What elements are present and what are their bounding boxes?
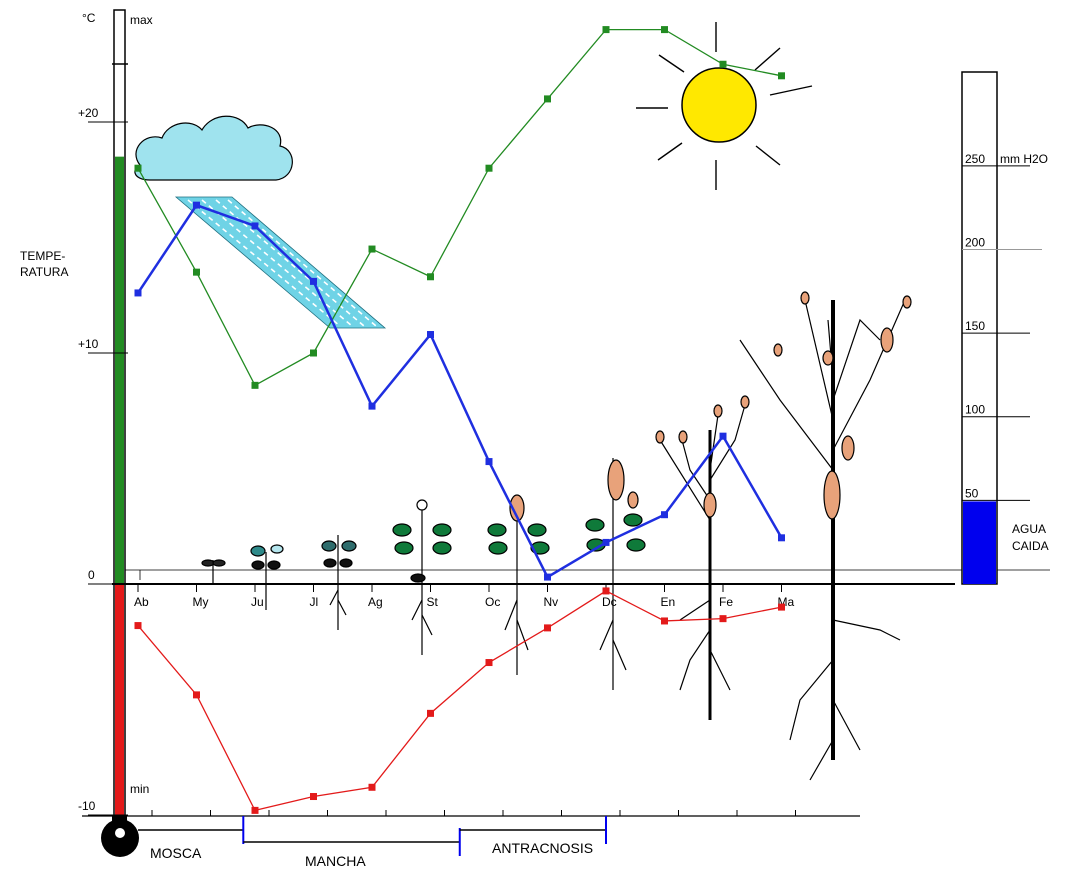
data-point <box>544 95 551 103</box>
x-tick-label-dc: Dc <box>602 595 617 609</box>
rain-icon <box>174 196 387 329</box>
plant-october-icon <box>487 494 550 675</box>
data-point <box>661 617 668 625</box>
rain-gauge: 250 mm H2O 200 150 100 50 AGUA CAIDA <box>961 71 1049 585</box>
x-tick-label-ju: Ju <box>251 595 264 609</box>
data-point <box>719 60 727 68</box>
x-tick-label-jl: Jl <box>310 595 319 609</box>
rain-unit-label: mm H2O <box>1000 152 1048 166</box>
data-point <box>427 709 434 717</box>
plant-illustrations <box>201 291 912 781</box>
data-point <box>368 402 376 410</box>
data-point <box>544 573 551 581</box>
plant-may-icon <box>201 559 226 584</box>
data-point <box>778 603 785 611</box>
data-point <box>310 349 317 357</box>
x-tick-label-ab: Ab <box>134 595 149 609</box>
data-point <box>719 615 727 623</box>
data-point <box>134 289 142 297</box>
data-point <box>485 458 493 466</box>
thermometer-fill-red <box>115 585 124 819</box>
plant-august-icon <box>392 499 452 655</box>
data-point <box>310 793 317 801</box>
data-point <box>310 277 317 285</box>
thermometer <box>101 9 139 857</box>
x-tick-label-fe: Fe <box>719 595 733 609</box>
data-point <box>251 222 259 230</box>
series-line-1 <box>136 203 783 579</box>
series-line-0 <box>137 28 782 387</box>
data-point <box>485 164 493 172</box>
rain-tick-label: 150 <box>965 319 985 333</box>
series-line-2 <box>137 590 782 812</box>
data-point <box>661 26 668 34</box>
rain-caption: AGUA CAIDA <box>1012 522 1049 553</box>
x-tick-label-my: My <box>193 595 209 609</box>
data-point <box>193 691 200 699</box>
x-tick-label-oc: Oc <box>485 595 500 609</box>
cloud-icon <box>134 115 293 181</box>
max-label: max <box>130 13 153 27</box>
data-point <box>602 587 610 595</box>
data-point <box>778 72 785 80</box>
y-tick-label: +20 <box>78 106 99 120</box>
y-tick-label: -10 <box>78 799 96 813</box>
data-point <box>368 783 376 791</box>
data-point <box>368 245 376 253</box>
rain-tick-label: 50 <box>965 486 979 500</box>
rain-ticks: 250 mm H2O 200 150 100 50 <box>962 152 1048 501</box>
rain-tick-label: 250 <box>965 152 985 166</box>
rain-gauge-tube <box>961 71 998 585</box>
data-point <box>485 659 493 667</box>
data-point <box>602 26 610 34</box>
plant-november-icon <box>585 458 646 690</box>
data-point <box>661 511 668 519</box>
rain-tick-label: 200 <box>965 235 985 249</box>
plant-december-icon <box>655 395 750 720</box>
thermometer-fill-green <box>115 156 124 584</box>
phase-label: MANCHA <box>305 853 366 869</box>
data-point <box>544 624 551 632</box>
disease-phases: MOSCA MANCHA ANTRACNOSIS <box>138 816 607 869</box>
y-axis-label: TEMPE-RATURA <box>20 249 68 279</box>
rain-fill <box>963 501 996 584</box>
phase-label: ANTRACNOSIS <box>492 840 593 856</box>
plant-june-icon <box>250 544 284 610</box>
data-point <box>193 201 200 209</box>
x-tick-label-en: En <box>661 595 676 609</box>
y-ticks: +20 +10 0 -10 <box>78 106 128 816</box>
data-point <box>602 538 610 546</box>
y-tick-label: 0 <box>88 568 95 582</box>
data-point <box>778 534 785 542</box>
x-tick-label-ag: Ag <box>368 595 383 609</box>
x-tick-label-nv: Nv <box>544 595 559 609</box>
y-tick-label: +10 <box>78 337 99 351</box>
x-ticks: Ab My Ju Jl Ag St Oc Nv Dc En Fe Ma <box>134 584 794 609</box>
thermometer-bulb-highlight <box>115 828 125 838</box>
data-point <box>719 432 727 440</box>
data-point <box>134 622 142 630</box>
data-point <box>251 381 259 389</box>
rain-tick-label: 100 <box>965 403 985 417</box>
min-label: min <box>130 782 149 796</box>
data-point <box>134 164 142 172</box>
y-unit-label: °C <box>82 11 96 25</box>
data-point <box>427 273 434 281</box>
plant-july-icon <box>321 535 357 630</box>
sun-icon <box>636 22 813 190</box>
bottom-ticks <box>151 810 796 816</box>
x-tick-label-st: St <box>427 595 439 609</box>
plant-march-icon <box>739 291 912 781</box>
data-point <box>193 268 200 276</box>
data-point <box>427 331 434 339</box>
series-group <box>134 26 785 814</box>
phase-label: MOSCA <box>150 845 202 861</box>
data-point <box>251 806 259 814</box>
